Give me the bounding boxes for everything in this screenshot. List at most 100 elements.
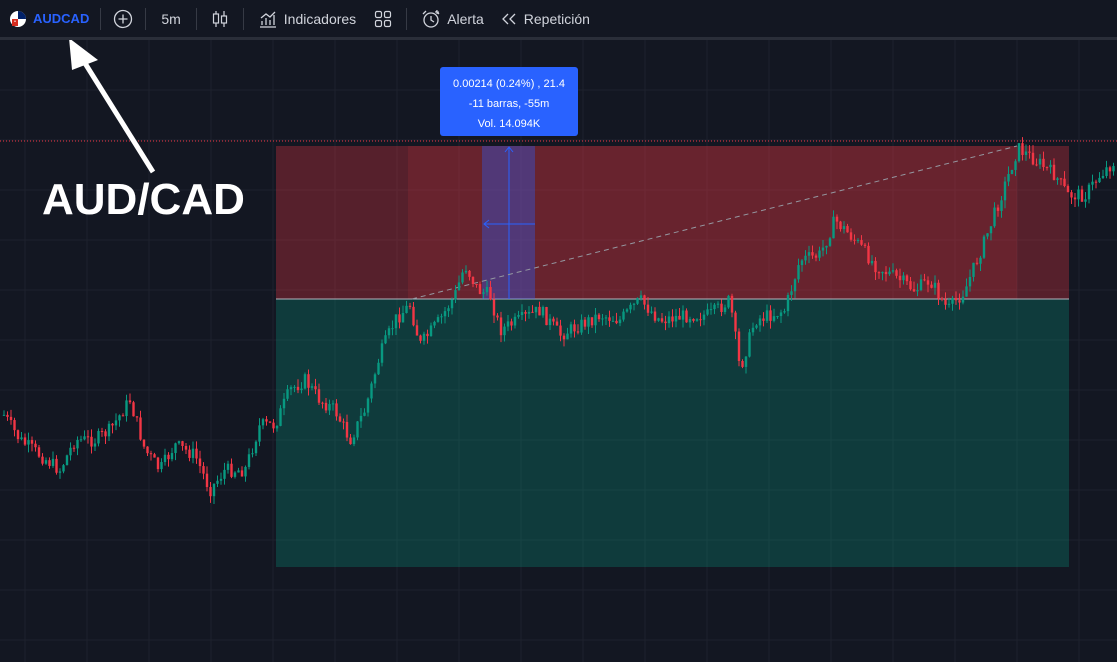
candle-body [902,275,905,281]
candle-body [415,325,419,336]
candle-body [391,328,394,330]
candle-body [930,284,933,288]
candle-body [195,448,198,459]
candle-body [727,295,730,308]
candle-body [1073,197,1077,200]
candle-body [783,311,786,313]
candle-body [730,295,734,313]
stop-zone[interactable] [276,146,1069,299]
layouts-button[interactable] [374,0,392,37]
candle-body [104,431,107,437]
candle-body [219,478,223,481]
alert-label: Alerta [447,10,484,27]
candle-body [569,324,573,334]
alert-button[interactable]: Alerta [421,0,484,37]
candle-body [30,440,34,444]
candle-body [573,324,576,332]
candle-body [846,226,849,233]
candle-body [993,207,996,227]
candle-body [923,279,926,281]
candle-body [986,233,989,237]
candle-body [282,398,286,409]
candle-body [958,300,961,303]
candle-body [926,280,930,285]
candle-body [786,294,790,312]
candle-body [48,460,51,466]
candle-body [548,318,552,326]
indicators-button[interactable]: Indicadores [258,0,356,37]
candle-body [55,458,58,473]
candle-body [426,333,429,337]
candle-body [870,260,874,264]
candle-body [83,436,86,440]
candle-body [650,311,653,313]
candle-body [363,412,366,416]
annotation-arrow-head [69,40,98,70]
candle-body [604,317,608,319]
candle-body [765,310,769,321]
candle-body [408,305,412,307]
candle-body [951,297,954,304]
candle-body [170,453,174,460]
candle-body [909,281,912,290]
candle-body [461,272,464,283]
interval-button[interactable]: 5m [161,0,180,37]
candle-body [818,250,821,258]
candle-body [475,283,478,285]
candle-body [79,439,83,441]
candle-body [1101,176,1105,178]
candle-body [202,466,205,474]
candle-body [321,402,324,404]
price-chart[interactable] [0,40,1117,662]
chart-type-button[interactable] [211,0,229,37]
candle-body [226,463,230,470]
candle-body [90,436,93,447]
candle-body [258,425,261,442]
measure-arrow-head-left [483,219,490,229]
candle-body [898,275,902,281]
chart-pane[interactable] [0,40,1117,662]
candle-body [954,297,958,301]
candle-body [6,414,9,417]
target-zone[interactable] [276,299,1069,567]
candle-body [443,311,447,317]
candle-body [881,271,884,274]
candle-body [1077,189,1080,200]
candle-body [972,262,975,277]
candle-body [821,247,825,251]
candle-body [629,304,632,310]
candle-body [534,306,538,313]
candle-body [51,458,55,466]
replay-button[interactable]: Repetición [500,0,590,37]
annotation-arrow-shaft [75,50,156,174]
replay-label: Repetición [523,10,590,27]
candle-body [380,343,384,363]
candle-body [671,316,674,322]
candle-body [559,325,562,336]
symbol-search-button[interactable]: AUDCAD [9,0,89,37]
candle-body [177,441,181,444]
plus-circle-icon [114,9,133,28]
candle-body [1059,178,1063,180]
candle-body [874,260,877,273]
candle-body [888,271,891,275]
candle-body [772,316,776,321]
candle-body [667,316,671,324]
candle-body [191,448,195,458]
candle-body [989,226,993,234]
toolbar-divider [406,7,408,30]
candle-body [454,290,457,300]
candle-body [366,398,370,413]
candle-body [429,325,433,337]
add-symbol-button[interactable] [113,0,133,37]
candle-body [1087,184,1091,200]
candle-body [562,335,566,340]
candle-body [16,430,20,440]
candle-body [643,295,646,305]
candle-body [1028,151,1031,153]
candle-body [394,314,398,329]
measure-bars-count: -11 barras, -55m [468,98,550,110]
candle-body [433,321,436,326]
candle-body [590,317,594,326]
candle-body [121,415,125,417]
